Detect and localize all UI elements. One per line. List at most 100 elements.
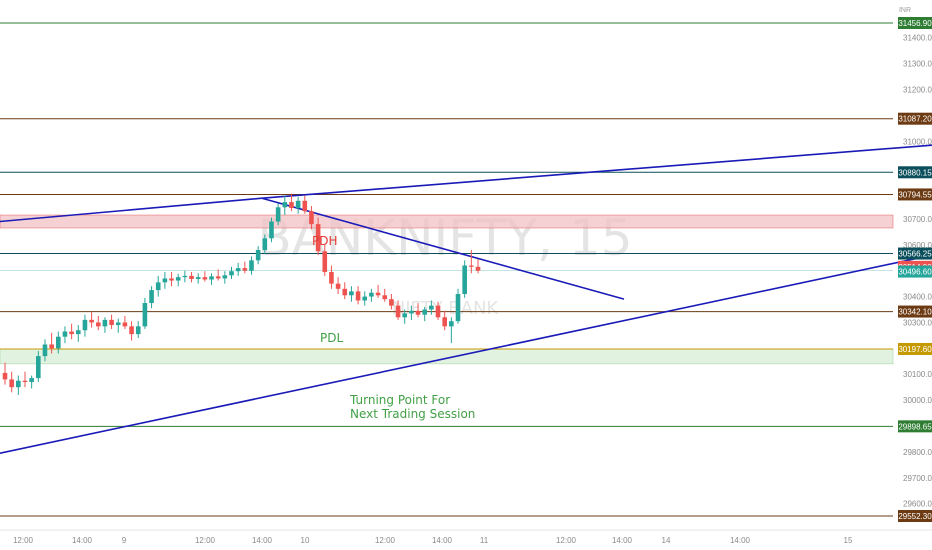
candle-1 [9,371,14,393]
candle-53 [355,286,361,305]
y-tick-label-1: 31300.00 [903,60,932,69]
candle-body-17 [115,322,121,326]
x-tick-label-1: 14:00 [72,536,93,545]
candle-34 [229,266,234,279]
candle-24 [162,271,168,289]
level-price-tag-5-text: 30342.10 [898,308,932,317]
candle-body-26 [175,277,181,281]
level-price-tag-1-bg [898,112,932,125]
x-tick-label-2: 9 [122,536,127,545]
trendline-1 [261,144,932,200]
zones [0,214,894,365]
candle-68 [455,288,461,324]
y-tick-label-0: 31400.00 [903,34,932,43]
y-axis[interactable]: INR 31400.00 31300.00 31200.00 31000.00 3070… [899,7,932,509]
x-tick-label-10: 14:00 [612,536,633,545]
candle-body-1 [9,379,14,388]
candle-body-63 [422,309,428,315]
candle-body-2 [16,380,21,388]
y-tick-label-5: 30600.00 [903,241,932,250]
candle-body-37 [249,260,254,271]
candle-48 [322,244,328,276]
candle-body-24 [162,278,168,283]
candle-body-47 [315,224,321,252]
candle-6 [42,339,48,362]
candle-body-70 [469,265,474,267]
y-tick-label-2: 31200.00 [903,85,932,94]
candle-body-65 [435,305,441,318]
candle-63 [422,306,428,322]
candle-body-41 [275,207,281,222]
level-price-tag-8-text: 29552.30 [898,512,932,521]
candle-body-14 [95,322,101,327]
candle-body-11 [75,330,81,335]
candle-54 [362,291,368,306]
trendlines [0,144,932,454]
candle-59 [395,300,401,320]
level-price-tag-4-text: 30566.25 [898,250,932,259]
level-price-tag-3-text: 30794.55 [898,190,932,199]
x-tick-label-7: 14:00 [432,536,453,545]
candle-body-51 [342,288,348,296]
candle-25 [169,271,174,287]
trendline-3 [0,254,932,454]
candle-37 [249,256,254,275]
candle-3 [22,371,28,388]
annotation-pdl: PDL [320,331,343,345]
candle-body-54 [362,296,368,301]
candle-32 [215,269,221,281]
candle-body-29 [195,277,201,279]
candle-9 [62,326,68,344]
x-axis[interactable]: 12:00 14:00 9 12:00 14:00 10 12:00 14:00 11 12:00… [0,529,932,545]
level-price-tag-8-bg [898,510,932,522]
y-tick-label-7: 30300.00 [903,318,932,327]
y-tick-label-12: 29600.00 [903,500,932,509]
candle-50 [335,277,341,294]
candle-61 [409,305,414,320]
candle-body-8 [55,336,61,349]
candle-body-43 [289,202,294,209]
x-tick-label-6: 12:00 [375,536,396,545]
candle-body-52 [349,291,354,296]
annotations: PDH PDL Turning Point For Next Trading S… [312,234,475,421]
x-tick-label-5: 10 [301,536,310,545]
candle-body-21 [142,303,148,327]
candle-67 [449,317,454,344]
candle-10 [69,323,74,340]
candle-body-33 [222,275,228,279]
candle-body-66 [442,317,447,327]
y-tick-label-11: 29700.00 [903,474,932,483]
candle-body-18 [122,322,128,327]
candle-body-44 [295,200,301,209]
x-tick-label-12: 14:00 [730,536,751,545]
candle-body-46 [309,211,314,225]
candle-17 [115,318,121,333]
candle-65 [435,301,441,320]
candle-7 [49,332,54,354]
candle-33 [222,271,228,284]
candle-body-6 [42,344,48,357]
logo-badge: INR [899,7,911,14]
annotation-turning-line1: Turning Point For [349,393,450,407]
candle-body-12 [82,319,88,331]
candle-14 [95,315,101,331]
candle-27 [182,270,188,283]
x-tick-label-9: 12:00 [556,536,577,545]
candle-body-39 [262,238,268,250]
candle-49 [329,265,334,289]
level-price-tag-0-text: 31456.90 [898,19,932,28]
candle-8 [55,331,61,354]
candle-12 [82,314,88,337]
candle-39 [262,234,268,254]
price-labels: 31456.90 31087.20 30880.15 30794.55 30566.25… [898,17,932,522]
candle-body-7 [49,344,54,349]
candles [2,193,481,395]
level-price-tag-6-bg [898,342,932,355]
level-price-tag-0: 31456.90 [898,17,932,29]
y-tick-label-3: 31000.00 [903,137,932,146]
candle-23 [155,275,161,297]
candle-body-31 [209,276,214,280]
candle-body-42 [282,202,288,208]
candle-51 [342,282,348,300]
